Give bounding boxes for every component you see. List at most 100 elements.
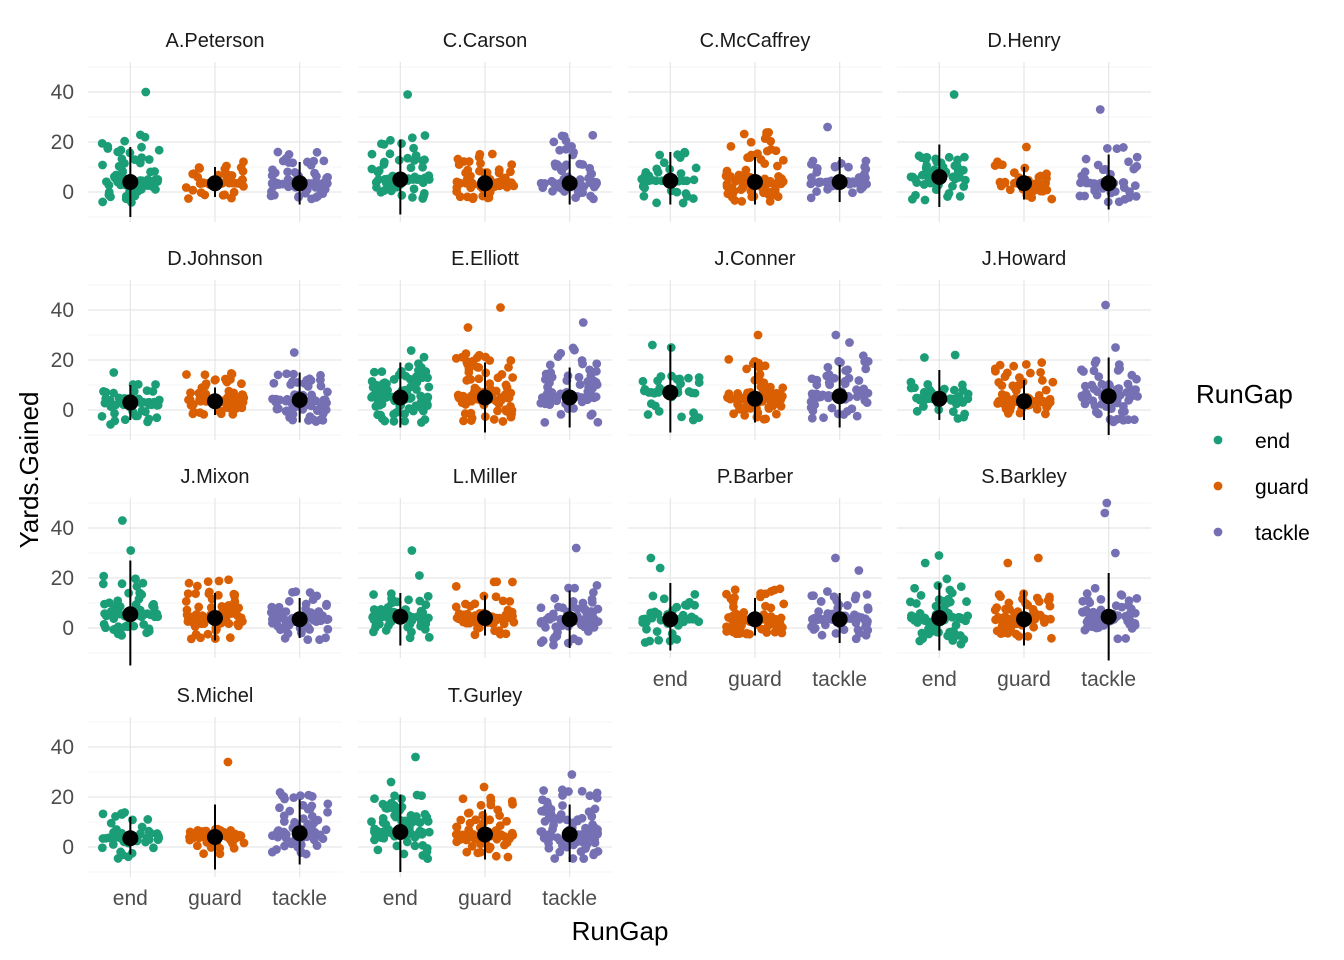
- data-point: [647, 175, 656, 185]
- data-point: [197, 383, 207, 393]
- data-point: [1132, 152, 1142, 162]
- data-point: [921, 154, 931, 164]
- data-point: [762, 146, 772, 156]
- x-tick-label: guard: [458, 887, 512, 910]
- data-point: [773, 161, 782, 171]
- data-point: [400, 416, 410, 426]
- data-point: [288, 415, 298, 425]
- data-point: [1032, 593, 1042, 603]
- y-tick-label: 40: [51, 299, 74, 322]
- group-guard: [451, 303, 518, 433]
- data-point: [834, 356, 844, 366]
- data-point: [1121, 634, 1131, 643]
- data-point: [508, 577, 517, 587]
- data-point: [570, 583, 580, 593]
- data-point: [411, 812, 421, 821]
- data-point: [724, 354, 734, 364]
- data-point: [502, 816, 511, 826]
- data-point: [137, 142, 146, 152]
- mean-point: [477, 389, 493, 406]
- data-point: [127, 192, 137, 202]
- data-point: [819, 413, 828, 423]
- data-point: [386, 135, 395, 145]
- data-point: [694, 373, 704, 382]
- data-point: [422, 812, 432, 822]
- data-point: [544, 393, 553, 402]
- data-point: [267, 171, 277, 181]
- data-point: [494, 395, 504, 405]
- mean-point: [291, 175, 308, 192]
- data-point-outlier: [289, 348, 299, 357]
- data-point: [761, 589, 771, 599]
- data-point: [101, 623, 110, 633]
- data-point: [677, 412, 686, 422]
- data-point: [577, 786, 587, 796]
- data-point: [588, 130, 598, 140]
- data-point: [377, 386, 387, 396]
- group-tackle: [1077, 498, 1142, 661]
- data-point: [727, 192, 737, 202]
- data-point: [273, 370, 283, 380]
- data-point: [195, 164, 205, 173]
- data-point: [1006, 395, 1016, 405]
- data-point: [461, 400, 470, 409]
- data-point-outlier: [463, 323, 473, 332]
- data-point: [848, 188, 857, 198]
- data-point: [120, 415, 130, 425]
- data-point: [296, 848, 306, 858]
- data-point: [221, 376, 231, 386]
- data-point: [194, 602, 204, 612]
- data-point-outlier: [1102, 498, 1112, 508]
- data-point: [851, 634, 861, 644]
- data-point: [1111, 601, 1121, 611]
- data-point: [860, 162, 870, 172]
- data-point: [770, 585, 779, 595]
- data-point: [816, 597, 826, 606]
- mean-point: [561, 826, 578, 843]
- data-point: [808, 406, 818, 416]
- data-point: [420, 415, 430, 424]
- data-point: [643, 410, 653, 419]
- data-point: [948, 181, 957, 191]
- data-point: [683, 373, 693, 383]
- data-point: [684, 614, 694, 624]
- data-point: [305, 588, 315, 597]
- data-point: [370, 794, 379, 804]
- facet-title: L.Miller: [453, 466, 518, 488]
- data-point: [476, 800, 486, 810]
- data-point: [491, 592, 501, 602]
- data-point: [140, 132, 150, 142]
- data-point: [574, 636, 583, 646]
- data-point: [1096, 594, 1106, 604]
- data-point: [549, 178, 559, 188]
- x-axis-ticks: end guard tackle end guard tackle end guard tack…: [113, 668, 1136, 910]
- data-point-outlier: [141, 87, 151, 97]
- data-point: [474, 374, 484, 384]
- data-point: [499, 613, 509, 623]
- data-point: [833, 603, 843, 613]
- facet-j-conner: J.Conner: [628, 248, 882, 440]
- data-point: [101, 394, 111, 404]
- data-point: [990, 605, 1000, 615]
- data-point: [766, 397, 776, 407]
- facet-title: D.Johnson: [167, 248, 263, 270]
- data-point: [558, 603, 568, 613]
- mean-point: [831, 388, 848, 405]
- y-tick-label: 0: [62, 181, 74, 204]
- y-tick-label: 20: [51, 131, 74, 154]
- data-point: [462, 618, 471, 628]
- data-point: [378, 818, 388, 827]
- data-point: [1116, 414, 1126, 424]
- data-point: [655, 150, 665, 160]
- data-point: [463, 178, 473, 188]
- data-point: [389, 375, 399, 384]
- data-point-outlier: [949, 90, 959, 99]
- data-point: [98, 197, 108, 207]
- data-point: [421, 174, 431, 184]
- data-point: [196, 396, 206, 406]
- facet-l-miller: L.Miller: [358, 466, 612, 658]
- data-point: [501, 629, 511, 639]
- group-tackle: [268, 348, 332, 426]
- data-point: [863, 388, 873, 398]
- data-point: [418, 162, 428, 172]
